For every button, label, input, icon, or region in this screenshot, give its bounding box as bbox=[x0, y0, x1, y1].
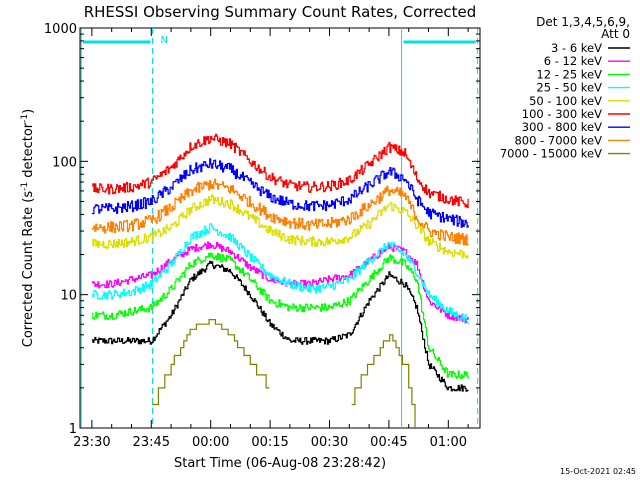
y-axis-label-sup1: -1 bbox=[20, 182, 30, 191]
y-ticks: 1000 100 10 1 bbox=[44, 22, 480, 437]
y-axis-label-end: ) bbox=[21, 109, 36, 114]
plot-area bbox=[79, 27, 481, 429]
x-tick-label: 23:45 bbox=[133, 435, 170, 450]
series-line-25-50-kev bbox=[91, 223, 469, 325]
legend-label: 100 - 300 keV bbox=[522, 107, 602, 121]
x-ticks: 23:30 23:45 00:00 00:15 00:30 00:45 01:00 bbox=[73, 28, 469, 450]
x-tick-label: 00:00 bbox=[192, 435, 229, 450]
series-line-50-100-kev bbox=[91, 194, 469, 259]
series-lines bbox=[91, 133, 469, 428]
series-line-800-7000-kev bbox=[91, 178, 469, 246]
series-line-300-800-kev bbox=[91, 158, 469, 228]
x-tick-label: 00:45 bbox=[370, 435, 407, 450]
series-line-12-25-kev bbox=[91, 252, 469, 379]
legend-label: 300 - 800 keV bbox=[522, 120, 602, 134]
y-tick-label: 1000 bbox=[44, 22, 77, 37]
series-line-7000-15000-kev bbox=[152, 319, 416, 428]
x-tick-label: 01:00 bbox=[430, 435, 467, 450]
series-line-100-300-kev bbox=[91, 133, 469, 209]
legend-title-line1: Det 1,3,4,5,6,9, bbox=[536, 15, 630, 29]
legend-label: 6 - 12 keV bbox=[544, 54, 602, 68]
series-line-3-6-kev bbox=[91, 260, 469, 392]
y-tick-label: 10 bbox=[60, 289, 77, 304]
chart-title: RHESSI Observing Summary Count Rates, Co… bbox=[84, 3, 477, 21]
legend-label: 12 - 25 keV bbox=[536, 67, 602, 81]
x-axis-label: Start Time (06-Aug-08 23:28:42) bbox=[174, 456, 386, 471]
y-axis-label-sup2: -1 bbox=[20, 114, 30, 123]
x-tick-label: 23:30 bbox=[73, 435, 110, 450]
y-tick-label: 100 bbox=[52, 155, 77, 170]
y-axis-label-mid: detector bbox=[21, 122, 36, 182]
night-label: N bbox=[160, 35, 167, 46]
legend-label: 50 - 100 keV bbox=[529, 94, 602, 108]
night-markers: N bbox=[80, 28, 479, 428]
legend-label: 3 - 6 keV bbox=[551, 41, 602, 55]
y-axis-label-main: Corrected Count Rate (s bbox=[21, 191, 36, 348]
x-tick-label: 00:15 bbox=[251, 435, 288, 450]
legend-title-line2: Att 0 bbox=[601, 27, 630, 41]
y-tick-label: 1 bbox=[69, 422, 77, 437]
legend-label: 7000 - 15000 keV bbox=[500, 147, 602, 161]
y-axis-label: Corrected Count Rate (s-1 detector-1) bbox=[20, 109, 36, 347]
legend-label: 800 - 7000 keV bbox=[514, 133, 602, 147]
timestamp: 15-Oct-2021 02:45 bbox=[560, 467, 636, 476]
x-tick-label: 00:30 bbox=[311, 435, 348, 450]
legend-label: 25 - 50 keV bbox=[536, 81, 602, 95]
plot-frame bbox=[79, 27, 481, 429]
